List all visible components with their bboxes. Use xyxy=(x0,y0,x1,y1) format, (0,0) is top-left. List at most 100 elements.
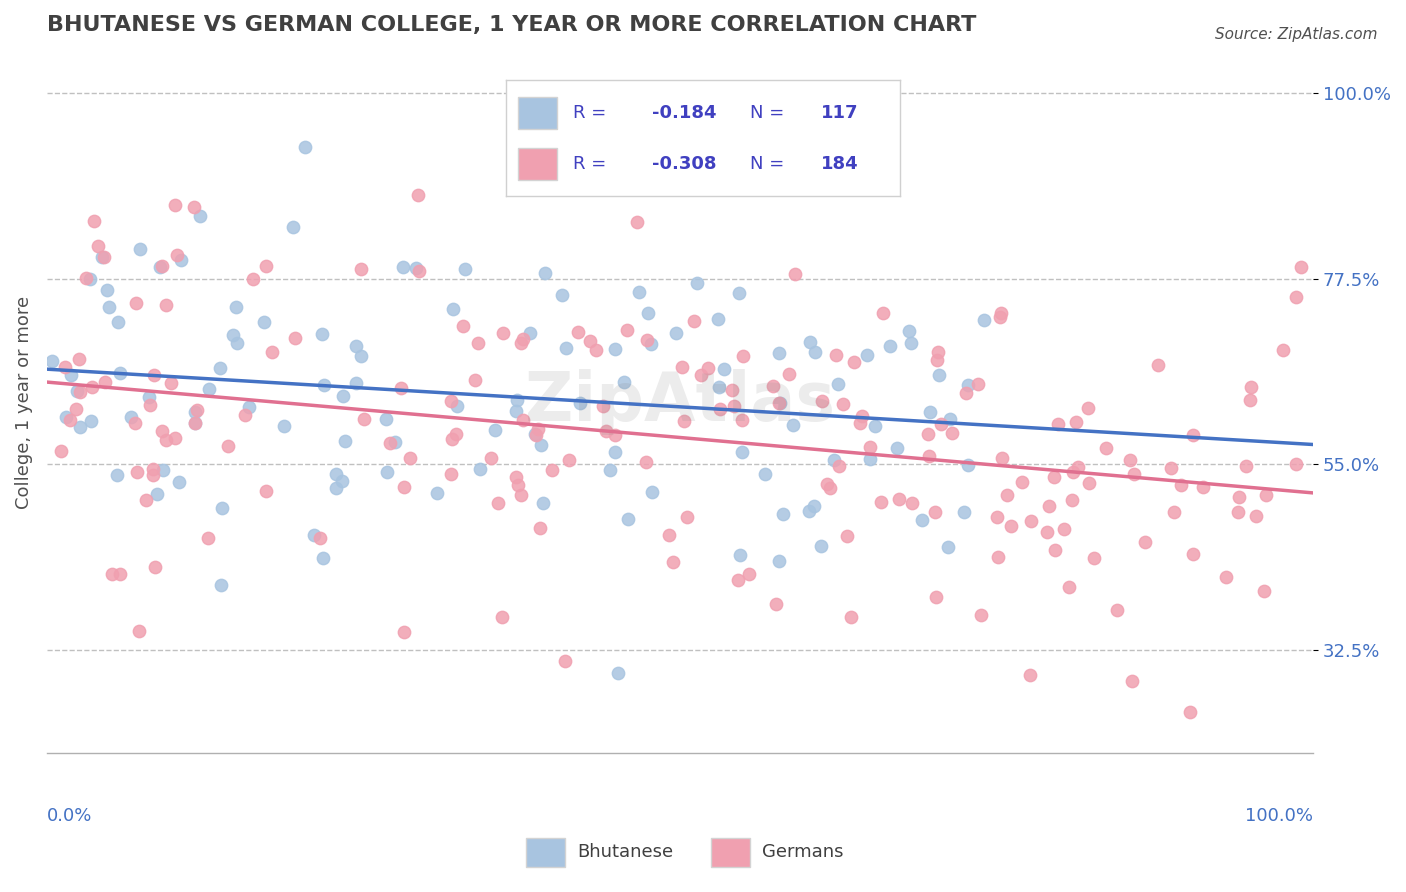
Point xyxy=(637,306,659,320)
Point xyxy=(128,242,150,256)
Point xyxy=(142,467,165,482)
Point xyxy=(941,426,963,441)
Point xyxy=(440,393,463,408)
Text: Germans: Germans xyxy=(762,843,844,861)
Point xyxy=(1178,706,1201,720)
Point xyxy=(540,463,562,477)
Point xyxy=(603,427,626,442)
FancyBboxPatch shape xyxy=(526,838,565,867)
Point xyxy=(1067,459,1090,474)
Point xyxy=(1170,478,1192,492)
Point xyxy=(686,276,709,290)
Point xyxy=(616,323,638,337)
Text: ZipAtlas: ZipAtlas xyxy=(524,369,835,435)
Point xyxy=(406,187,429,202)
Point xyxy=(1011,475,1033,490)
Point xyxy=(294,140,316,154)
Point xyxy=(673,414,696,428)
Point xyxy=(901,496,924,510)
Point xyxy=(626,215,648,229)
Point xyxy=(505,469,527,483)
Point xyxy=(641,484,664,499)
Point xyxy=(163,198,186,212)
Point xyxy=(955,386,977,401)
Text: Bhutanese: Bhutanese xyxy=(576,843,673,861)
Point xyxy=(879,339,901,353)
Point xyxy=(731,413,754,427)
Point xyxy=(389,381,412,395)
Point xyxy=(1077,476,1099,491)
Point xyxy=(120,410,142,425)
Point xyxy=(60,368,83,382)
Point xyxy=(125,465,148,479)
Point xyxy=(444,426,467,441)
Point xyxy=(671,360,693,375)
Point xyxy=(870,495,893,509)
Point xyxy=(107,315,129,329)
Point xyxy=(605,342,627,356)
Point xyxy=(254,483,277,498)
Point xyxy=(1064,415,1087,429)
Point xyxy=(260,344,283,359)
Point xyxy=(925,590,948,604)
Point xyxy=(87,239,110,253)
Point xyxy=(900,336,922,351)
Point xyxy=(143,368,166,382)
Point xyxy=(707,311,730,326)
Point xyxy=(152,463,174,477)
Point xyxy=(135,492,157,507)
Point xyxy=(82,380,104,394)
Text: -0.308: -0.308 xyxy=(652,155,716,173)
Point xyxy=(225,300,247,314)
Point xyxy=(155,433,177,447)
Point xyxy=(1240,380,1263,394)
Text: -0.184: -0.184 xyxy=(652,103,716,121)
Point xyxy=(273,418,295,433)
Point xyxy=(1163,505,1185,519)
Point xyxy=(330,474,353,488)
Point xyxy=(530,438,553,452)
Point xyxy=(314,378,336,392)
Point xyxy=(810,539,832,553)
Point xyxy=(617,512,640,526)
Point xyxy=(91,250,114,264)
Point xyxy=(683,314,706,328)
Point xyxy=(636,334,658,348)
Point xyxy=(1083,551,1105,566)
Point xyxy=(65,401,87,416)
Point xyxy=(332,388,354,402)
Point xyxy=(349,261,371,276)
Point xyxy=(302,527,325,541)
Point xyxy=(662,556,685,570)
Point xyxy=(69,385,91,400)
Point xyxy=(96,283,118,297)
Point xyxy=(782,418,804,433)
Point xyxy=(957,458,980,472)
Point xyxy=(863,418,886,433)
Point xyxy=(527,422,550,436)
Point xyxy=(41,353,63,368)
Point xyxy=(599,462,621,476)
Point xyxy=(405,261,427,276)
Point xyxy=(163,431,186,445)
Point xyxy=(1192,480,1215,494)
Point xyxy=(208,360,231,375)
Point xyxy=(312,551,335,566)
Point xyxy=(956,377,979,392)
Point xyxy=(640,337,662,351)
Point xyxy=(149,260,172,274)
Point xyxy=(69,420,91,434)
Point xyxy=(486,496,509,510)
Point xyxy=(80,414,103,428)
Point xyxy=(758,151,780,165)
Point xyxy=(188,209,211,223)
Point xyxy=(713,361,735,376)
Point xyxy=(1038,500,1060,514)
Point xyxy=(731,349,754,363)
Point xyxy=(1077,401,1099,416)
Point xyxy=(238,400,260,414)
Point xyxy=(166,248,188,262)
Point xyxy=(925,353,948,368)
Point xyxy=(1285,457,1308,471)
Point xyxy=(446,399,468,413)
